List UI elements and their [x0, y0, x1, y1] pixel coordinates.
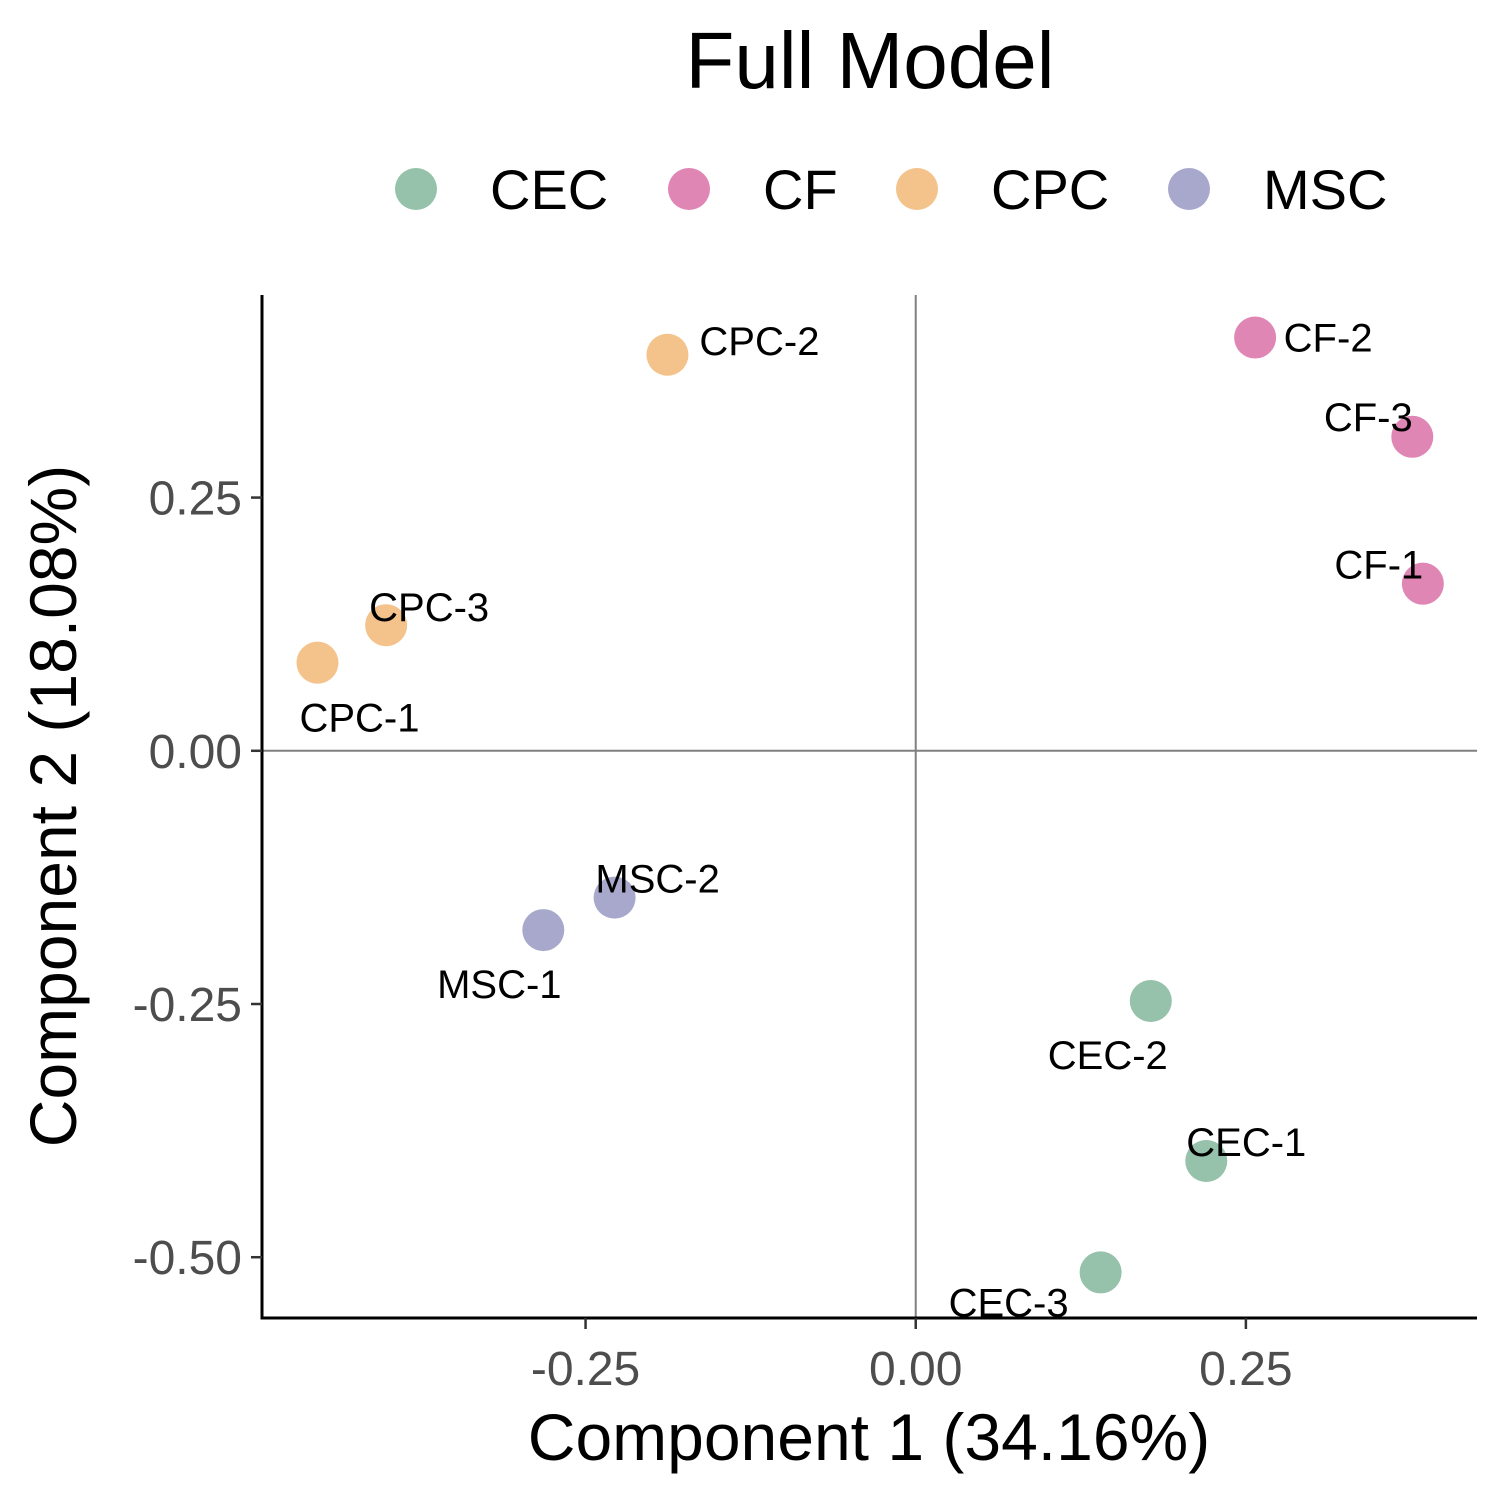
point-label-cpc-2: CPC-2: [699, 320, 819, 364]
data-point-msc-2: [593, 876, 636, 919]
x-axis-title: Component 1 (34.16%): [528, 1400, 1210, 1474]
point-label-cf-1: CF-1: [1334, 544, 1423, 588]
point-label-msc-2: MSC-2: [595, 858, 719, 902]
y-axis-ticks: 0.25 0.00 -0.25 -0.50: [133, 473, 262, 1285]
y-tick-label: -0.50: [133, 1232, 242, 1285]
point-label-cec-2: CEC-2: [1048, 1034, 1168, 1078]
legend-label-cf: CF: [763, 158, 838, 221]
points-layer: [296, 316, 1444, 1294]
legend-label-cpc: CPC: [991, 158, 1109, 221]
x-tick-label: 0.00: [869, 1343, 962, 1396]
point-label-cpc-1: CPC-1: [299, 697, 419, 741]
axes: -0.25 0.00 0.25 0.25 0.00 -0.25 -0.50: [133, 295, 1477, 1396]
point-label-cf-2: CF-2: [1284, 317, 1373, 361]
data-point-cpc-2: [646, 333, 689, 376]
data-point-cf-1: [1401, 562, 1444, 605]
y-tick-label: 0.00: [149, 726, 242, 779]
point-label-msc-1: MSC-1: [437, 963, 561, 1007]
point-label-cf-3: CF-3: [1324, 396, 1413, 440]
y-tick-label: 0.25: [149, 473, 242, 526]
x-tick-label: 0.25: [1199, 1343, 1292, 1396]
data-point-cf-2: [1234, 316, 1277, 359]
legend-key-msc: [1168, 168, 1210, 210]
x-axis-ticks: -0.25 0.00 0.25: [531, 1318, 1293, 1396]
data-point-cec-3: [1079, 1251, 1122, 1294]
chart-title: Full Model: [685, 16, 1054, 105]
data-point-cf-3: [1391, 415, 1434, 458]
y-tick-label: -0.25: [133, 979, 242, 1032]
data-point-msc-1: [522, 909, 565, 952]
point-label-cec-1: CEC-1: [1186, 1121, 1306, 1165]
point-label-cpc-3: CPC-3: [369, 586, 489, 630]
legend-key-cec: [395, 168, 437, 210]
legend-label-cec: CEC: [490, 158, 608, 221]
data-point-cec-1: [1185, 1140, 1228, 1183]
legend-key-cpc: [896, 168, 938, 210]
data-point-cpc-3: [365, 604, 408, 647]
point-labels-layer: CEC-1CEC-2CEC-3CF-1CF-2CF-3CPC-1CPC-2CPC…: [299, 317, 1423, 1326]
legend-label-msc: MSC: [1263, 158, 1387, 221]
x-tick-label: -0.25: [531, 1343, 640, 1396]
y-axis-title: Component 2 (18.08%): [16, 465, 90, 1147]
legend: CEC CF CPC MSC: [395, 158, 1387, 221]
plot-area: CEC-1CEC-2CEC-3CF-1CF-2CF-3CPC-1CPC-2CPC…: [262, 295, 1477, 1325]
data-point-cpc-1: [296, 641, 339, 684]
data-point-cec-2: [1129, 979, 1172, 1022]
legend-key-cf: [668, 168, 710, 210]
